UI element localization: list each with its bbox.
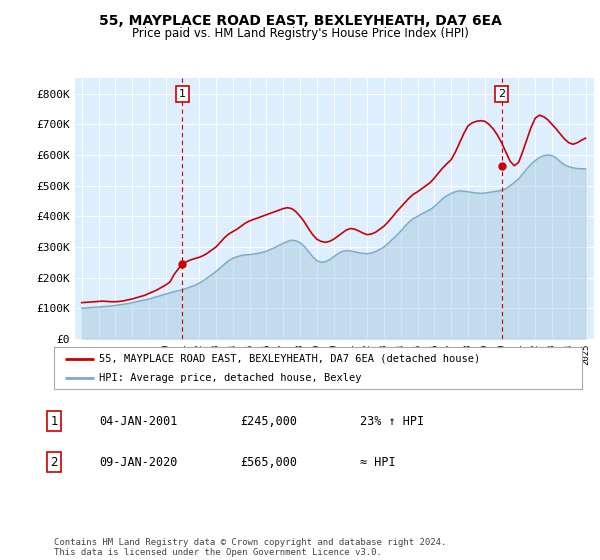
Text: HPI: Average price, detached house, Bexley: HPI: Average price, detached house, Bexl… — [99, 373, 361, 383]
Text: Price paid vs. HM Land Registry's House Price Index (HPI): Price paid vs. HM Land Registry's House … — [131, 27, 469, 40]
Text: 55, MAYPLACE ROAD EAST, BEXLEYHEATH, DA7 6EA (detached house): 55, MAYPLACE ROAD EAST, BEXLEYHEATH, DA7… — [99, 353, 480, 363]
Text: 1: 1 — [50, 414, 58, 428]
Text: 23% ↑ HPI: 23% ↑ HPI — [360, 414, 424, 428]
Text: 1: 1 — [179, 89, 186, 99]
Text: 2: 2 — [50, 455, 58, 469]
Text: Contains HM Land Registry data © Crown copyright and database right 2024.
This d: Contains HM Land Registry data © Crown c… — [54, 538, 446, 557]
Text: 09-JAN-2020: 09-JAN-2020 — [99, 455, 178, 469]
Text: 04-JAN-2001: 04-JAN-2001 — [99, 414, 178, 428]
Text: 55, MAYPLACE ROAD EAST, BEXLEYHEATH, DA7 6EA: 55, MAYPLACE ROAD EAST, BEXLEYHEATH, DA7… — [98, 14, 502, 28]
Text: 2: 2 — [498, 89, 505, 99]
Text: £245,000: £245,000 — [240, 414, 297, 428]
Text: £565,000: £565,000 — [240, 455, 297, 469]
Text: ≈ HPI: ≈ HPI — [360, 455, 395, 469]
